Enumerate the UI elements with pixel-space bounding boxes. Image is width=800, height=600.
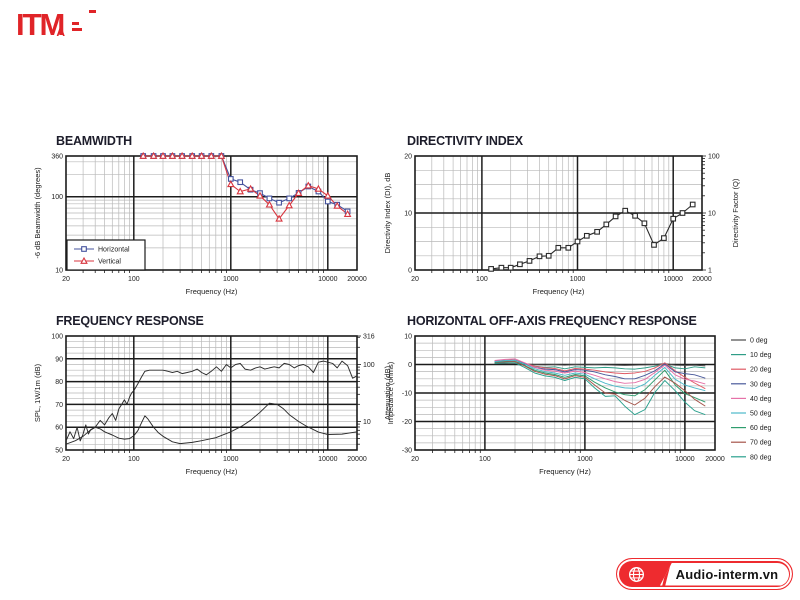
svg-text:10000: 10000 [663, 276, 683, 283]
svg-text:20: 20 [411, 456, 419, 463]
svg-text:1000: 1000 [223, 276, 239, 283]
svg-text:60 deg: 60 deg [750, 425, 772, 432]
svg-text:Impedance (ohms): Impedance (ohms) [386, 361, 395, 424]
svg-text:20000: 20000 [692, 276, 712, 283]
svg-text:1: 1 [708, 268, 712, 275]
svg-text:80: 80 [55, 379, 63, 386]
frequency-response-title: FREQUENCY RESPONSE [56, 314, 204, 328]
svg-text:Vertical: Vertical [98, 259, 121, 266]
svg-text:70 deg: 70 deg [750, 440, 772, 447]
svg-text:60: 60 [55, 425, 63, 432]
svg-text:Frequency (Hz): Frequency (Hz) [186, 287, 238, 296]
svg-text:20: 20 [62, 276, 70, 283]
svg-text:90: 90 [55, 356, 63, 363]
svg-text:0: 0 [408, 362, 412, 369]
svg-text:1000: 1000 [577, 456, 593, 463]
svg-text:1000: 1000 [570, 276, 586, 283]
svg-text:316: 316 [363, 334, 375, 341]
svg-text:10: 10 [363, 419, 371, 426]
svg-text:10: 10 [55, 268, 63, 275]
svg-text:100: 100 [479, 456, 491, 463]
svg-text:10: 10 [708, 211, 716, 218]
svg-text:20: 20 [411, 276, 419, 283]
svg-text:Directivity Factor (Q): Directivity Factor (Q) [731, 178, 740, 247]
svg-text:360: 360 [51, 154, 63, 161]
directivity-index-title: DIRECTIVITY INDEX [407, 134, 523, 148]
svg-text:10: 10 [404, 334, 412, 341]
svg-text:-20: -20 [402, 419, 412, 426]
svg-text:SPL, 1W/1m (dB): SPL, 1W/1m (dB) [33, 363, 42, 422]
svg-text:Frequency (Hz): Frequency (Hz) [539, 467, 591, 476]
badge-slash-divider [661, 562, 672, 586]
svg-text:10: 10 [404, 211, 412, 218]
audio-interm-badge[interactable]: Audio-interm.vn [616, 558, 793, 590]
svg-text:100: 100 [51, 334, 63, 341]
itm-logo: ITM A [16, 7, 97, 42]
globe-icon [628, 566, 645, 582]
svg-text:40 deg: 40 deg [750, 396, 772, 403]
svg-text:50 deg: 50 deg [750, 411, 772, 418]
logo-equals-mark-icon [72, 10, 97, 40]
svg-text:100: 100 [128, 456, 140, 463]
svg-text:100: 100 [51, 194, 63, 201]
beamwidth-title: BEAMWIDTH [56, 134, 132, 148]
svg-text:100: 100 [363, 362, 375, 369]
svg-text:20000: 20000 [347, 456, 367, 463]
logo-subscript: A [56, 25, 66, 39]
svg-text:10 deg: 10 deg [750, 352, 772, 359]
svg-text:Attenuation (dB): Attenuation (dB) [383, 365, 392, 420]
svg-text:-30: -30 [402, 448, 412, 455]
directivity-index-chart: 20 100 1000 10000 20000 Frequency (Hz) 0 10 20 Di… [383, 154, 740, 297]
svg-text:0: 0 [408, 268, 412, 275]
svg-text:10000: 10000 [318, 456, 338, 463]
svg-text:10000: 10000 [675, 456, 695, 463]
frequency-response-chart: 20 100 1000 10000 20000 Frequency (Hz) 50 60 70 8… [33, 334, 395, 477]
svg-text:20: 20 [62, 456, 70, 463]
svg-text:Horizontal: Horizontal [98, 247, 130, 254]
badge-label: Audio-interm.vn [675, 566, 779, 582]
logo-text: ITM [16, 7, 65, 42]
svg-text:1000: 1000 [223, 456, 239, 463]
svg-text:20: 20 [404, 154, 412, 161]
svg-text:100: 100 [128, 276, 140, 283]
svg-text:Frequency (Hz): Frequency (Hz) [533, 287, 585, 296]
svg-text:20000: 20000 [705, 456, 725, 463]
svg-text:20 deg: 20 deg [750, 367, 772, 374]
svg-text:-6 dB Beamwidth (degrees): -6 dB Beamwidth (degrees) [33, 167, 42, 259]
svg-text:100: 100 [708, 154, 720, 161]
svg-text:Directivity Index (DI), dB: Directivity Index (DI), dB [383, 173, 392, 254]
svg-text:-10: -10 [402, 391, 412, 398]
svg-text:20000: 20000 [347, 276, 367, 283]
svg-text:10000: 10000 [318, 276, 338, 283]
svg-text:100: 100 [476, 276, 488, 283]
svg-text:80 deg: 80 deg [750, 454, 772, 461]
svg-text:70: 70 [55, 402, 63, 409]
svg-text:30 deg: 30 deg [750, 381, 772, 388]
svg-text:0 deg: 0 deg [750, 338, 768, 345]
beamwidth-chart: 20 100 1000 10000 20000 Frequency (Hz) 10 100 36… [33, 151, 367, 296]
off-axis-title: HORIZONTAL OFF-AXIS FREQUENCY RESPONSE [407, 314, 697, 328]
badge-label-area: Audio-interm.vn [660, 562, 789, 586]
svg-text:Frequency (Hz): Frequency (Hz) [186, 467, 238, 476]
svg-text:50: 50 [55, 448, 63, 455]
